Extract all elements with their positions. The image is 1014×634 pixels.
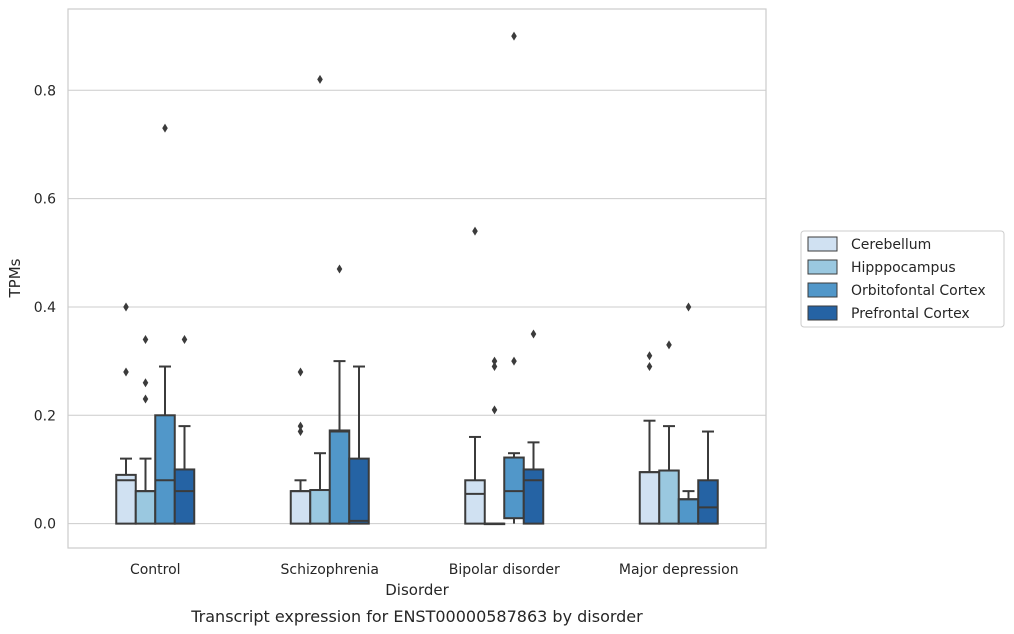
outlier-point [472, 226, 478, 236]
box-body [658, 469, 680, 525]
legend-label: Orbitofontal Cortex [851, 283, 986, 299]
legend: Cerebellum Hipppocampus Orbitofontal Corte… [800, 230, 1005, 328]
outlier-point [511, 356, 517, 366]
chart-caption: Transcript expression for ENST0000058786… [190, 607, 643, 626]
legend-label: Prefrontal Cortex [851, 306, 970, 322]
legend-swatch [807, 259, 838, 275]
box-prefrontal-cortex [173, 334, 196, 525]
legend-label: Hipppocampus [851, 260, 956, 276]
legend-swatch [807, 282, 838, 298]
outlier-point [646, 362, 653, 372]
box-body [115, 473, 137, 525]
box-body [328, 429, 351, 525]
outlier-point [297, 421, 304, 431]
outlier-point [297, 427, 304, 437]
x-axis-ticks: Control Schizophrenia Bipolar disorder Majo… [130, 562, 739, 578]
box-hipppocampus [134, 334, 157, 525]
box-cerebellum [638, 351, 661, 525]
y-axis-title: TPMs [6, 258, 24, 298]
box-prefrontal-cortex [697, 430, 719, 525]
box-hipppocampus [483, 356, 506, 526]
box-cerebellum [115, 302, 137, 525]
y-tick-label: 0.4 [34, 300, 56, 316]
y-axis-ticks: 0.0 0.2 0.4 0.6 0.8 [34, 83, 56, 532]
outlier-point [491, 356, 498, 366]
outlier-point [123, 367, 129, 377]
box-body [289, 490, 312, 525]
outlier-point [181, 334, 188, 344]
x-axis-title: Disorder [385, 581, 449, 599]
box-body [697, 479, 719, 525]
box-cerebellum [464, 226, 486, 525]
y-tick-label: 0.6 [34, 192, 56, 208]
box-body [503, 456, 525, 520]
y-tick-label: 0.8 [34, 83, 56, 99]
outlier-point [336, 264, 343, 274]
outlier-point [297, 367, 304, 377]
outlier-point [511, 31, 517, 41]
box-body [348, 457, 370, 525]
outlier-point [685, 302, 692, 312]
box-cerebellum [289, 367, 312, 525]
outlier-point [142, 378, 149, 388]
box-body [677, 498, 700, 525]
legend-swatch [807, 236, 838, 252]
x-tick-label: Major depression [619, 562, 739, 578]
x-tick-label: Control [130, 562, 181, 578]
legend-frame [800, 230, 1005, 328]
x-tick-label: Schizophrenia [281, 562, 379, 578]
plot-frame [67, 8, 767, 549]
box-body [522, 468, 545, 525]
box-body [638, 471, 661, 525]
outlier-point [142, 334, 149, 344]
legend-label: Cerebellum [851, 237, 931, 253]
box-plot-area [115, 31, 719, 526]
box-hipppocampus [658, 340, 680, 525]
outlier-point [646, 351, 653, 361]
box-orbitofontal-cortex [328, 264, 351, 525]
box-body [464, 479, 486, 525]
box-orbitofontal-cortex [154, 123, 176, 525]
y-tick-label: 0.0 [34, 517, 56, 533]
outlier-point [491, 362, 498, 372]
box-orbitofontal-cortex [677, 302, 700, 525]
box-body [309, 489, 331, 525]
outlier-point [530, 329, 537, 339]
outlier-point [123, 302, 129, 312]
box-body [134, 490, 157, 525]
box-body [173, 468, 196, 525]
legend-swatch [807, 305, 838, 321]
outlier-point [491, 405, 498, 415]
box-prefrontal-cortex [522, 329, 545, 525]
box-hipppocampus [309, 74, 331, 525]
outlier-point [162, 123, 168, 133]
outlier-point [666, 340, 672, 350]
y-tick-label: 0.2 [34, 408, 56, 424]
outlier-point [317, 74, 323, 84]
box-prefrontal-cortex [348, 365, 370, 525]
x-tick-label: Bipolar disorder [449, 562, 560, 578]
box-orbitofontal-cortex [503, 31, 525, 524]
outlier-point [142, 394, 149, 404]
box-body [154, 414, 176, 525]
